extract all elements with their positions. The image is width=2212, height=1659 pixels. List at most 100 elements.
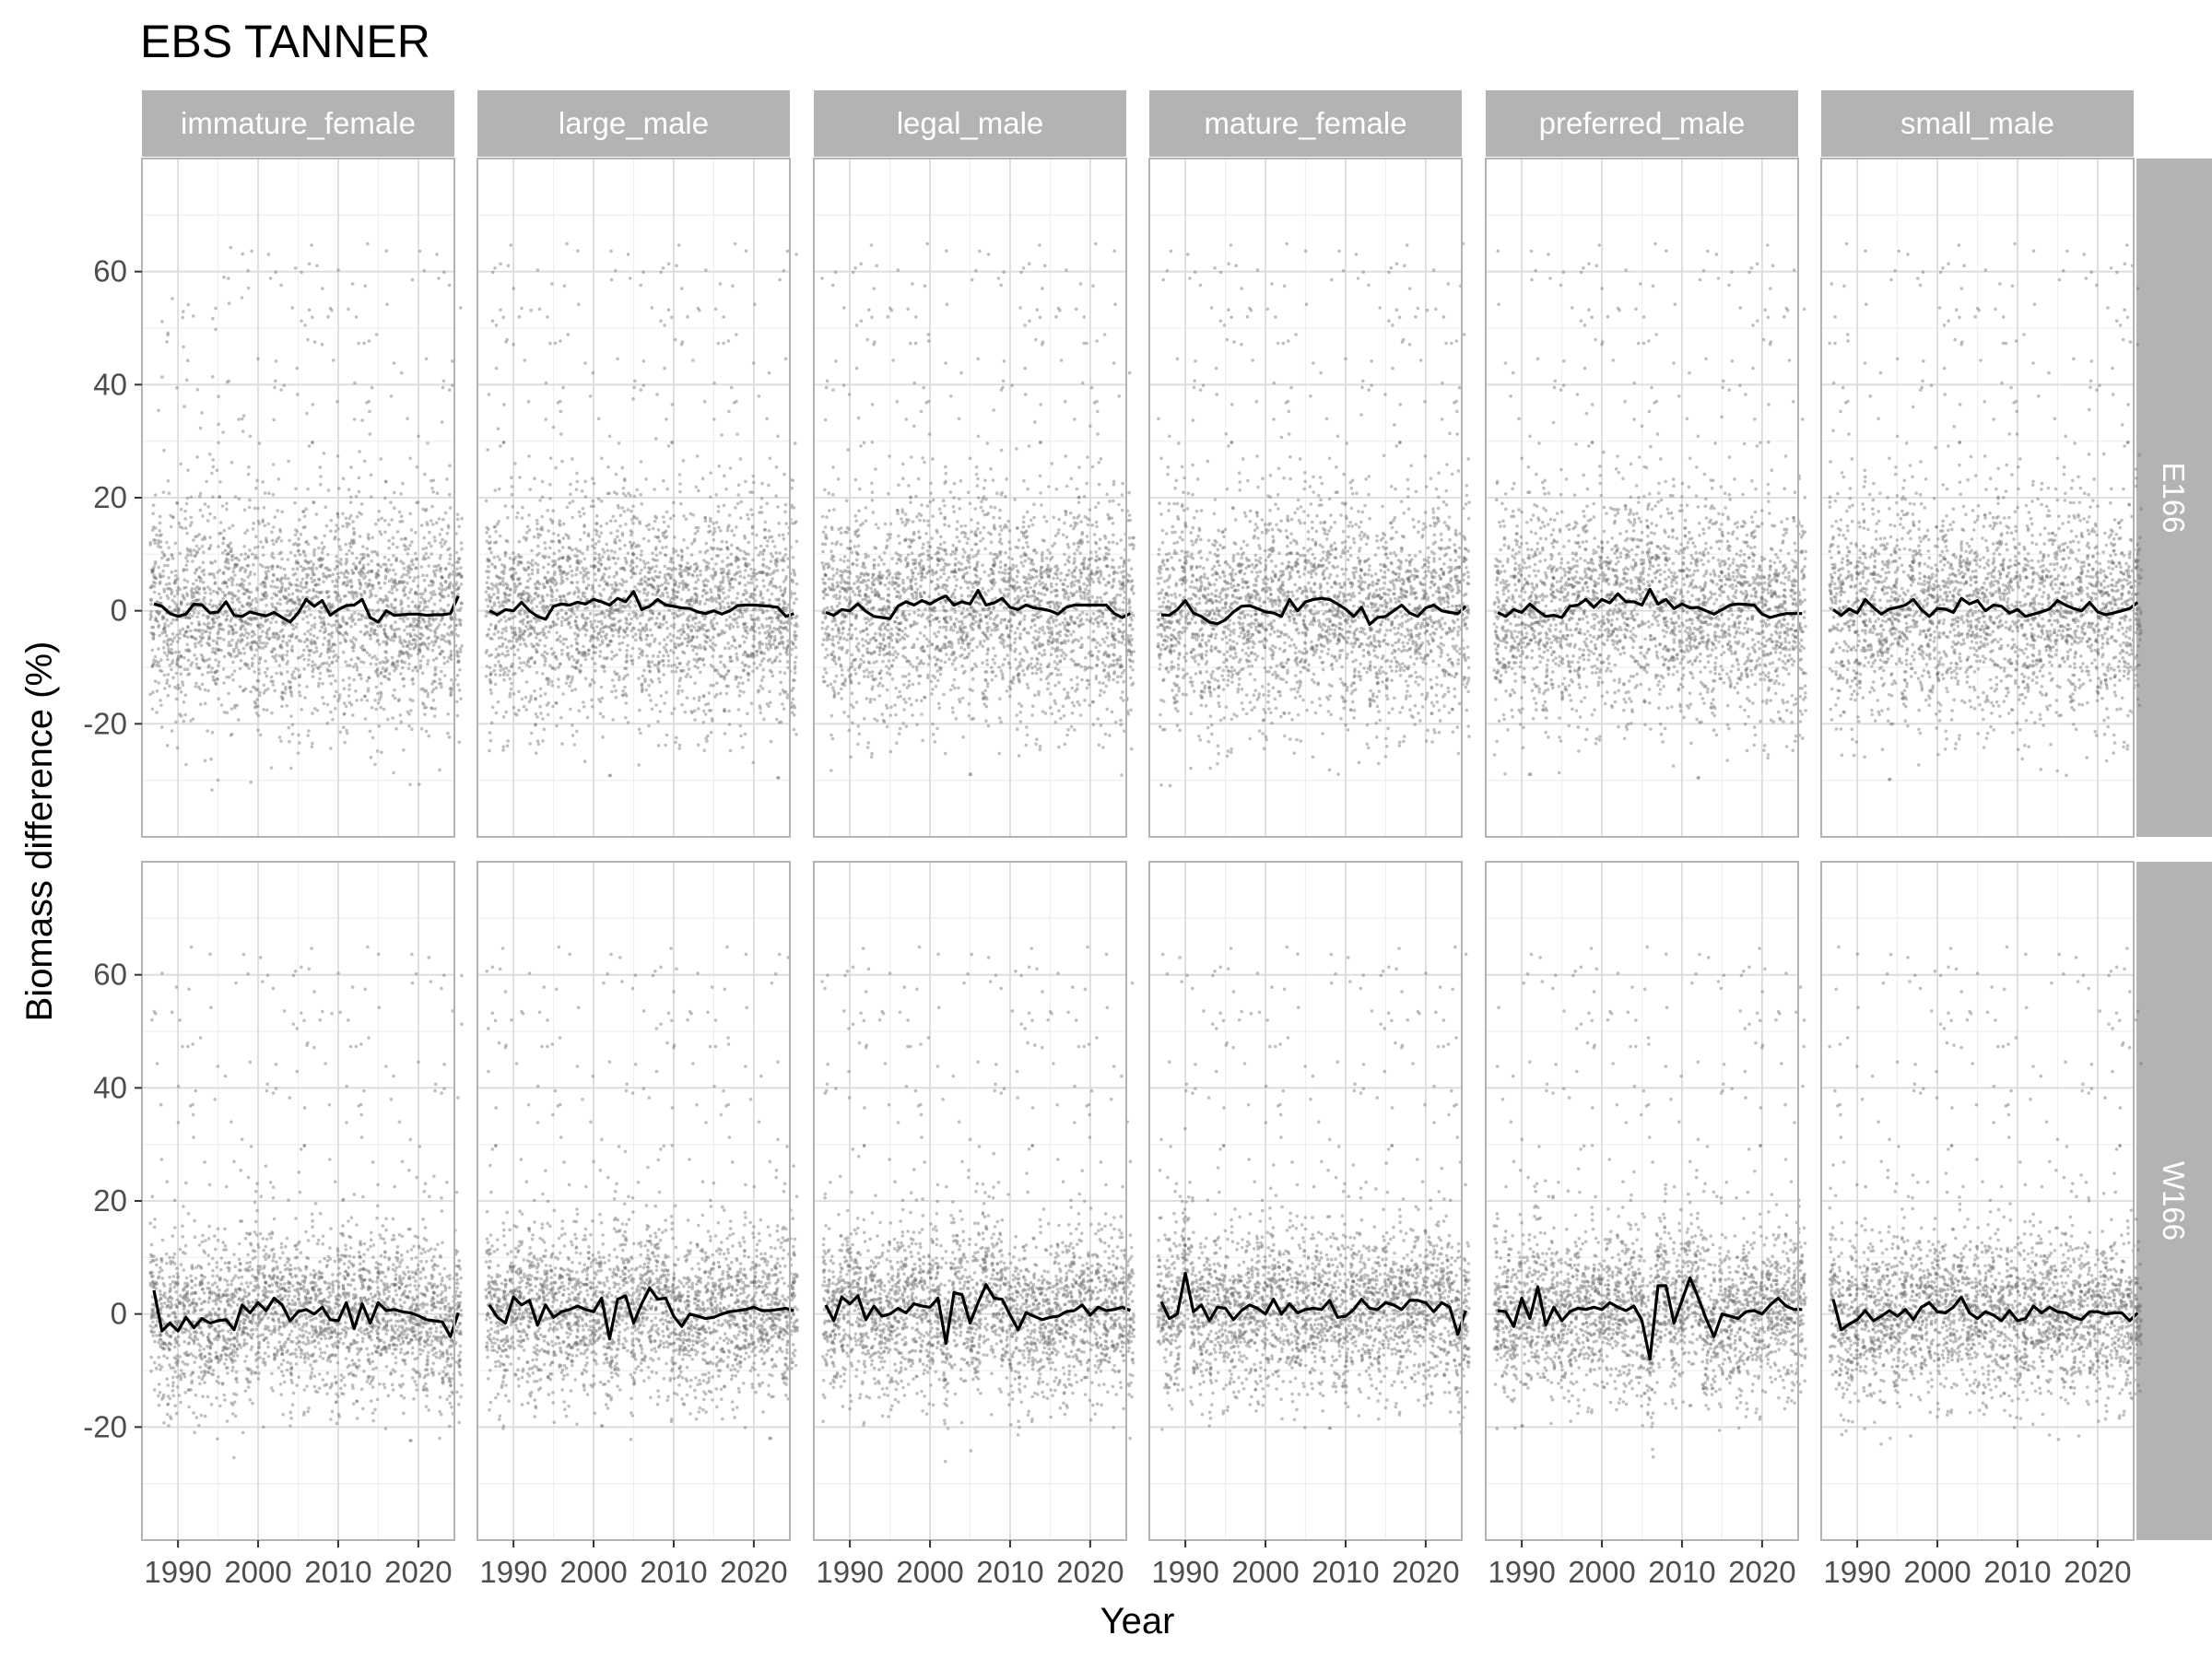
scatter-point <box>719 692 723 696</box>
scatter-point <box>597 557 601 560</box>
scatter-point <box>655 554 659 558</box>
scatter-point <box>175 386 179 390</box>
scatter-point <box>347 694 351 698</box>
scatter-point <box>342 678 346 682</box>
scatter-point <box>506 540 510 544</box>
scatter-point <box>516 512 520 515</box>
scatter-point <box>691 636 695 640</box>
scatter-point <box>408 647 412 651</box>
scatter-point <box>552 426 556 429</box>
scatter-point <box>627 253 630 256</box>
scatter-point <box>528 742 532 746</box>
scatter-point <box>272 557 276 560</box>
scatter-point <box>335 613 339 617</box>
scatter-point <box>563 285 567 288</box>
scatter-point <box>329 682 333 686</box>
scatter-point <box>162 490 166 494</box>
scatter-point <box>171 632 175 636</box>
scatter-point <box>648 644 652 648</box>
scatter-point <box>299 674 302 677</box>
scatter-point <box>642 591 646 594</box>
scatter-point <box>625 694 629 698</box>
scatter-point <box>728 723 732 726</box>
scatter-point <box>629 276 632 280</box>
scatter-point <box>205 480 208 484</box>
scatter-point <box>335 581 339 584</box>
scatter-point <box>448 493 452 497</box>
scatter-point <box>202 599 206 603</box>
scatter-point <box>639 284 642 288</box>
scatter-point <box>672 651 676 654</box>
scatter-point <box>682 630 686 634</box>
scatter-point <box>719 282 723 286</box>
scatter-point <box>672 589 676 593</box>
scatter-point <box>569 626 572 629</box>
scatter-point <box>427 692 430 696</box>
scatter-point <box>600 635 604 639</box>
scatter-point <box>258 646 262 650</box>
scatter-point <box>538 705 542 709</box>
scatter-point <box>176 747 180 750</box>
scatter-point <box>272 543 276 547</box>
scatter-point <box>414 618 418 621</box>
scatter-point <box>448 558 452 561</box>
scatter-point <box>186 668 190 672</box>
scatter-point <box>154 560 158 564</box>
scatter-point <box>651 593 654 596</box>
scatter-point <box>575 648 579 652</box>
scatter-point <box>171 640 175 643</box>
scatter-point <box>668 632 672 636</box>
scatter-point <box>276 586 279 590</box>
scatter-point <box>266 629 270 632</box>
scatter-point <box>275 594 278 598</box>
scatter-point <box>159 669 162 673</box>
scatter-point <box>313 626 317 629</box>
scatter-point <box>377 574 381 578</box>
scatter-point <box>545 625 548 629</box>
scatter-point <box>210 561 214 565</box>
scatter-point <box>659 271 663 275</box>
scatter-point <box>494 655 498 659</box>
scatter-point <box>489 671 493 675</box>
scatter-point <box>494 488 498 492</box>
scatter-point <box>168 491 171 495</box>
scatter-point <box>434 641 438 644</box>
scatter-point <box>494 683 498 687</box>
scatter-point <box>371 621 374 625</box>
scatter-point <box>639 622 642 626</box>
scatter-point <box>591 584 594 588</box>
scatter-point <box>334 535 337 539</box>
scatter-point <box>311 665 314 668</box>
scatter-point <box>678 744 682 747</box>
scatter-point <box>217 395 220 399</box>
scatter-point <box>530 642 534 646</box>
scatter-point <box>176 577 180 581</box>
scatter-point <box>278 645 282 649</box>
scatter-point <box>449 694 453 698</box>
scatter-point <box>593 651 596 654</box>
scatter-point <box>369 730 372 734</box>
scatter-point <box>215 683 218 687</box>
scatter-point <box>339 558 343 561</box>
scatter-point <box>590 699 594 702</box>
scatter-point <box>688 641 691 644</box>
scatter-point <box>580 598 583 602</box>
scatter-point <box>519 629 523 632</box>
scatter-point <box>661 623 665 627</box>
scatter-point <box>226 381 229 384</box>
scatter-point <box>571 606 574 610</box>
scatter-point <box>392 554 395 558</box>
scatter-point <box>637 677 641 680</box>
scatter-point <box>337 594 341 598</box>
scatter-point <box>228 641 231 644</box>
scatter-point <box>656 720 660 724</box>
scatter-point <box>247 617 251 620</box>
scatter-point <box>645 654 649 658</box>
scatter-point <box>289 767 293 771</box>
scatter-point <box>345 517 348 521</box>
scatter-point <box>248 582 252 586</box>
scatter-point <box>350 538 354 542</box>
scatter-point <box>388 591 392 594</box>
scatter-point <box>154 679 158 683</box>
